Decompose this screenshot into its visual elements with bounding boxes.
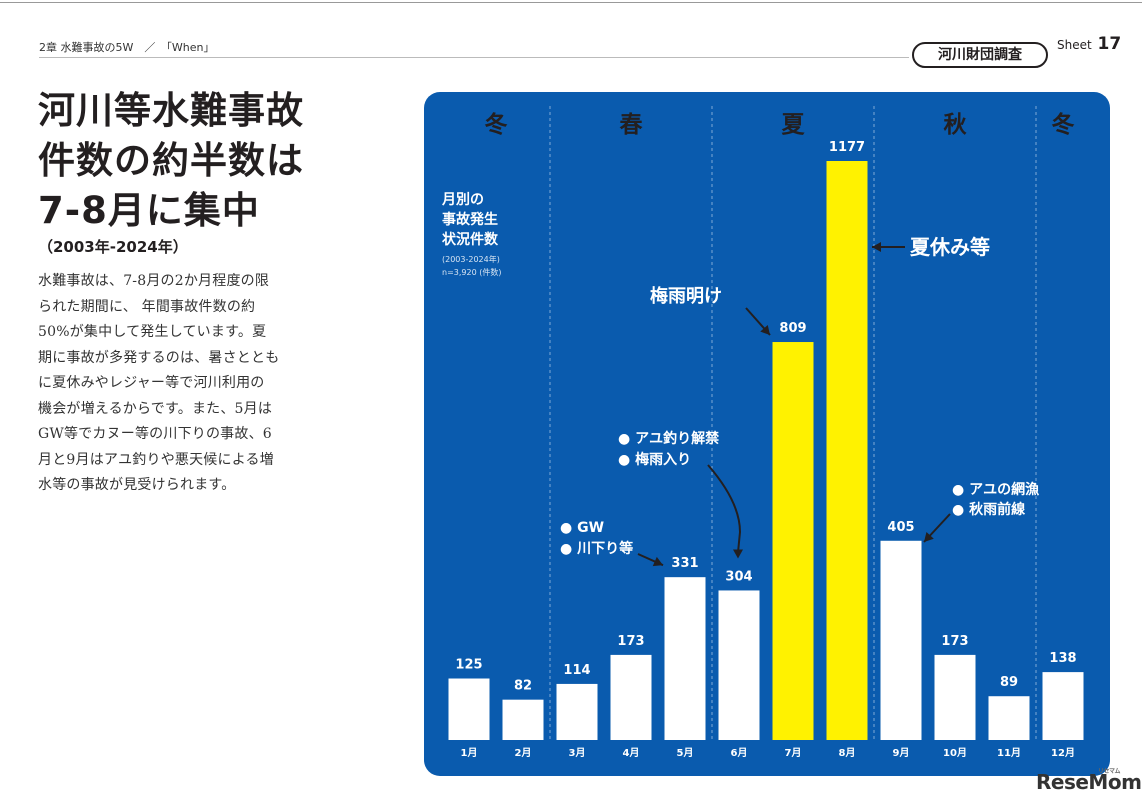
annotation-text: ● 秋雨前線 (952, 501, 1025, 518)
body-line: 水難事故は、7-8月の2か月程度の限 (38, 273, 270, 289)
annotation-text: 梅雨明け (650, 285, 722, 307)
bar-5月 (664, 577, 706, 740)
bar-4月 (610, 654, 652, 740)
bar-2月 (502, 699, 544, 740)
body-text: 水難事故は、7-8月の2か月程度の限 られた期間に、 年間事故件数の約 50%が… (38, 269, 288, 499)
month-label: 10月 (943, 747, 967, 759)
season-label: 春 (619, 112, 644, 138)
chart-subtitle-line: (2003-2024年) (442, 254, 500, 264)
season-label: 秋 (944, 112, 968, 138)
month-label: 8月 (839, 747, 856, 759)
body-line: られた期間に、 年間事故件数の約 (38, 298, 256, 315)
sheet-number: Sheet 17 (1057, 34, 1121, 54)
bar-9月 (880, 540, 922, 740)
header-rule (39, 57, 909, 58)
chart-title-line: 状況件数 (442, 231, 499, 248)
month-label: 11月 (997, 747, 1021, 759)
bar-value-label: 125 (455, 658, 482, 673)
annotation-arrowhead (760, 324, 770, 335)
annotation-arrowhead (924, 532, 934, 542)
bar-value-label: 82 (514, 679, 532, 694)
bar-value-label: 405 (887, 520, 914, 535)
month-label: 4月 (623, 747, 640, 759)
body-line: 期に事故が多発するのは、暑さととも (38, 349, 280, 366)
bar-value-label: 1177 (829, 140, 865, 155)
bar-value-label: 114 (563, 663, 590, 678)
annotation-arrowhead (872, 242, 881, 252)
month-label: 7月 (785, 747, 802, 759)
annotation-arrowhead (733, 549, 743, 559)
chart-panel: 冬 春 夏 秋 冬月別の事故発生状況件数 (2003-2024年) n=3,920 (件数)… (424, 92, 1110, 776)
chart-title-line: 事故発生 (442, 211, 498, 228)
period-label: （2003年-2024年） (38, 238, 188, 256)
season-label: 冬 (485, 111, 508, 138)
month-label: 6月 (731, 747, 748, 759)
chart-title-line: 月別の (441, 192, 484, 208)
bar-value-label: 304 (725, 569, 752, 584)
title-line: 7-8月に集中 (38, 189, 260, 232)
bar-value-label: 173 (941, 634, 968, 649)
annotation-arrowhead (652, 556, 663, 567)
body-line: GW等でカヌー等の川下りの事故、6 (38, 426, 272, 442)
resemom-logo: ReseMom リセマム (1036, 768, 1142, 794)
logo-text: ReseMom (1036, 770, 1142, 794)
bar-6月 (718, 590, 760, 740)
month-label: 9月 (893, 747, 910, 759)
bar-3月 (556, 683, 598, 740)
season-label: 冬 (1052, 111, 1075, 138)
source-badge: 河川財団調査 (912, 42, 1048, 68)
month-label: 12月 (1051, 747, 1075, 759)
month-label: 5月 (677, 747, 694, 759)
annotation-arrow (707, 464, 742, 553)
body-line: 機会が増えるからです。また、5月は (38, 400, 273, 417)
annotation-text: ● 梅雨入り (618, 451, 691, 468)
month-label: 1月 (461, 747, 478, 759)
sheet-label: Sheet (1057, 38, 1092, 52)
bar-12月 (1042, 672, 1084, 740)
title-line: 件数の約半数は (38, 139, 304, 182)
breadcrumb: 2章 水難事故の5W ／ 「When」 (39, 41, 215, 54)
bar-8月 (826, 161, 868, 740)
annotation-text: 夏休み等 (910, 235, 990, 259)
sheet-number-value: 17 (1097, 34, 1122, 54)
page-title: 河川等水難事故 件数の約半数は 7-8月に集中 (38, 86, 378, 236)
bar-1月 (448, 678, 490, 740)
annotation-text: ● GW (560, 520, 604, 536)
bar-value-label: 809 (779, 321, 806, 336)
annotation-text: ● アユの網漁 (952, 481, 1039, 498)
month-label: 2月 (515, 747, 532, 759)
bar-11月 (988, 696, 1030, 740)
logo-subtext: リセマム (1098, 768, 1121, 775)
annotation-text: ● 川下り等 (560, 540, 633, 557)
bar-value-label: 331 (671, 556, 698, 571)
chart-subtitle-line: n=3,920 (件数) (442, 267, 501, 277)
body-line: 月と9月はアユ釣りや悪天候による増 (38, 451, 274, 468)
bar-value-label: 89 (1000, 675, 1018, 690)
body-line: 水等の事故が見受けられます。 (38, 477, 236, 493)
bar-7月 (772, 342, 814, 740)
bar-value-label: 138 (1049, 651, 1076, 666)
body-line: 50%が集中して発生しています。夏 (38, 324, 267, 340)
title-line: 河川等水難事故 (38, 89, 304, 132)
annotation-text: ● アユ釣り解禁 (618, 430, 719, 447)
top-rule (0, 2, 1142, 3)
bar-value-label: 173 (617, 634, 644, 649)
body-line: に夏休みやレジャー等で河川利用の (38, 375, 265, 391)
bar-10月 (934, 654, 976, 740)
month-label: 3月 (569, 747, 586, 759)
season-label: 夏 (782, 112, 806, 138)
